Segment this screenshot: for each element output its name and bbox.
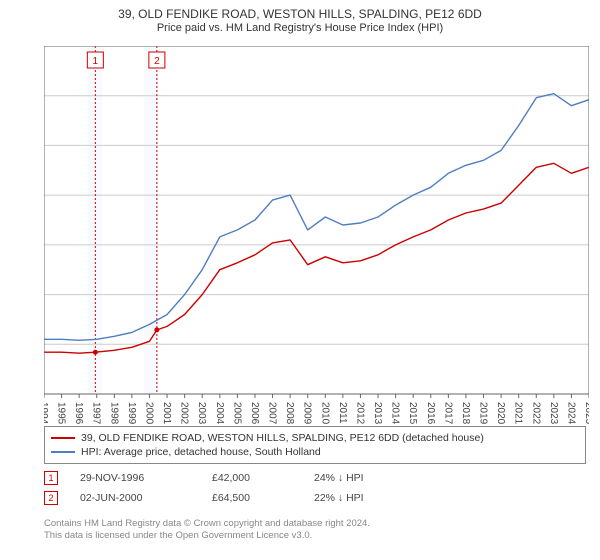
x-tick-label: 2019 [478, 402, 489, 425]
x-tick-label: 1996 [73, 402, 84, 425]
legend-box: 39, OLD FENDIKE ROAD, WESTON HILLS, SPAL… [44, 426, 586, 464]
x-tick-label: 2004 [214, 402, 225, 425]
marker-date: 02-JUN-2000 [80, 492, 190, 504]
footer-attribution: Contains HM Land Registry data © Crown c… [44, 518, 370, 543]
marker-number: 2 [154, 56, 160, 67]
marker-price: £42,000 [212, 472, 292, 484]
x-tick-label: 2023 [548, 402, 559, 425]
x-tick-label: 2017 [442, 402, 453, 425]
x-tick-label: 2012 [354, 402, 365, 425]
chart-svg: £0£50K£100K£150K£200K£250K£300K£350K1219… [44, 46, 589, 426]
legend-item: 39, OLD FENDIKE ROAD, WESTON HILLS, SPAL… [51, 431, 579, 445]
marker-row: 1 29-NOV-1996 £42,000 24% ↓ HPI [44, 468, 586, 488]
x-tick-label: 2005 [231, 402, 242, 425]
axis-border [44, 46, 589, 394]
chart-area: £0£50K£100K£150K£200K£250K£300K£350K1219… [44, 46, 589, 394]
x-tick-label: 1994 [44, 402, 49, 425]
x-tick-label: 2021 [513, 402, 524, 425]
marker-row: 2 02-JUN-2000 £64,500 22% ↓ HPI [44, 488, 586, 508]
x-tick-label: 2007 [267, 402, 278, 425]
x-tick-label: 2015 [407, 402, 418, 425]
x-tick-label: 2020 [495, 402, 506, 425]
x-tick-label: 2006 [249, 402, 260, 425]
x-tick-label: 2009 [302, 402, 313, 425]
x-tick-label: 2022 [530, 402, 541, 425]
x-tick-label: 1999 [126, 402, 137, 425]
marker-id-box: 1 [44, 471, 58, 485]
marker-table: 1 29-NOV-1996 £42,000 24% ↓ HPI 2 02-JUN-2000… [44, 468, 586, 508]
x-tick-label: 2024 [565, 402, 576, 425]
marker-dot [93, 350, 98, 355]
x-tick-label: 2010 [319, 402, 330, 425]
x-tick-label: 2016 [425, 402, 436, 425]
x-tick-label: 1995 [56, 402, 67, 425]
chart-series [44, 163, 589, 353]
x-tick-label: 2011 [337, 402, 348, 424]
x-tick-label: 2003 [196, 402, 207, 425]
legend-item: HPI: Average price, detached house, Sout… [51, 445, 579, 459]
legend-label: HPI: Average price, detached house, Sout… [81, 446, 321, 458]
x-tick-label: 2001 [161, 402, 172, 425]
marker-number: 1 [93, 56, 99, 67]
legend-swatch [51, 451, 75, 453]
legend-label: 39, OLD FENDIKE ROAD, WESTON HILLS, SPAL… [81, 432, 484, 444]
x-tick-label: 2014 [390, 402, 401, 425]
marker-price: £64,500 [212, 492, 292, 504]
x-tick-label: 2025 [583, 402, 589, 425]
chart-title-line1: 39, OLD FENDIKE ROAD, WESTON HILLS, SPAL… [0, 0, 600, 22]
chart-series [44, 94, 589, 341]
x-tick-label: 2000 [143, 402, 154, 425]
footer-line1: Contains HM Land Registry data © Crown c… [44, 518, 370, 530]
x-tick-label: 1997 [91, 402, 102, 425]
x-tick-label: 2013 [372, 402, 383, 425]
marker-id-box: 2 [44, 491, 58, 505]
legend-swatch [51, 437, 75, 439]
marker-date: 29-NOV-1996 [80, 472, 190, 484]
footer-line2: This data is licensed under the Open Gov… [44, 530, 370, 542]
marker-dot [154, 327, 159, 332]
marker-delta: 22% ↓ HPI [314, 492, 364, 504]
x-tick-label: 2008 [284, 402, 295, 425]
x-tick-label: 1998 [108, 402, 119, 425]
page-root: 39, OLD FENDIKE ROAD, WESTON HILLS, SPAL… [0, 0, 600, 560]
x-tick-label: 2018 [460, 402, 471, 425]
chart-title-line2: Price paid vs. HM Land Registry's House … [0, 22, 600, 34]
x-tick-label: 2002 [179, 402, 190, 425]
marker-delta: 24% ↓ HPI [314, 472, 364, 484]
